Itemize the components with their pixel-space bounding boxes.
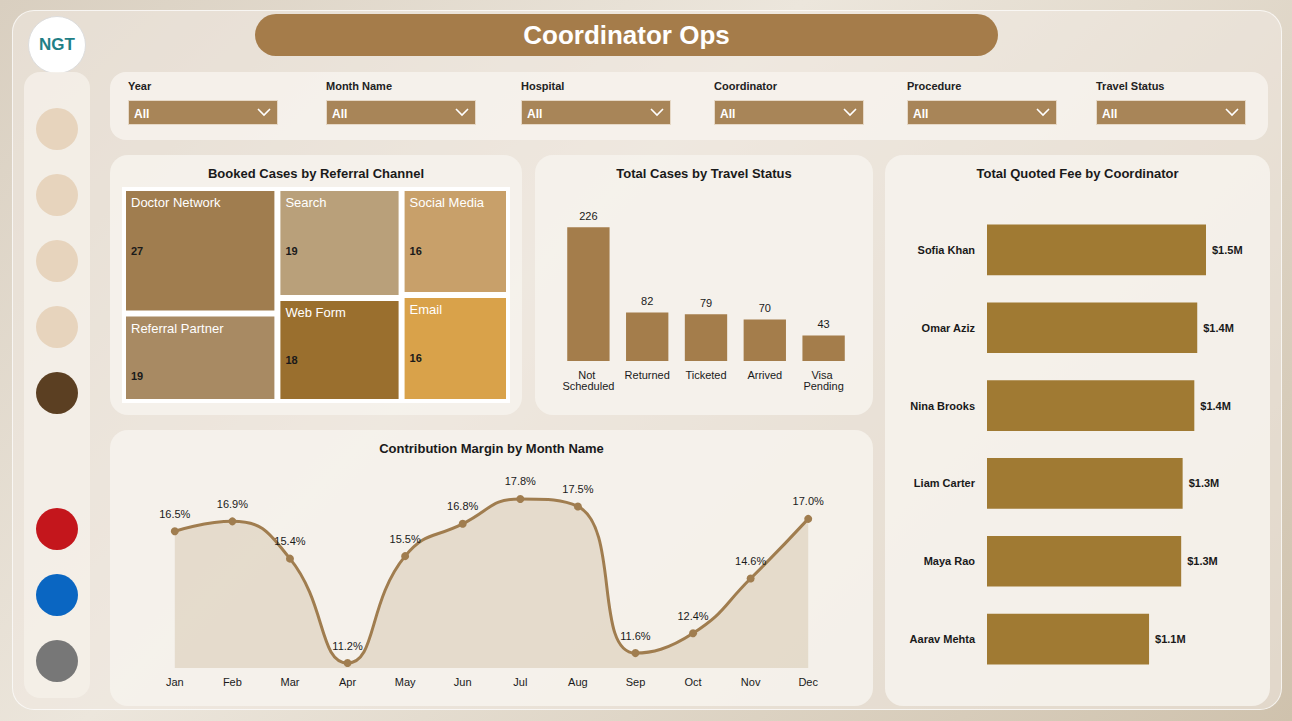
svg-text:27: 27 bbox=[131, 245, 143, 257]
html-text:Travel Status: Travel Status bbox=[1096, 80, 1165, 92]
svg-text:Pending: Pending bbox=[803, 380, 843, 392]
svg-text:Jan: Jan bbox=[166, 676, 184, 688]
svg-text:16.8%: 16.8% bbox=[447, 500, 478, 512]
svg-text:11.6%: 11.6% bbox=[620, 630, 651, 642]
svg-text:Dec: Dec bbox=[798, 676, 818, 688]
svg-text:15.5%: 15.5% bbox=[390, 533, 421, 545]
svg-text:79: 79 bbox=[700, 297, 712, 309]
html-text:Total Cases by Travel Status: Total Cases by Travel Status bbox=[616, 166, 792, 181]
svg-text:Doctor Network: Doctor Network bbox=[131, 195, 221, 210]
svg-text:17.5%: 17.5% bbox=[562, 483, 593, 495]
svg-text:18: 18 bbox=[285, 354, 297, 366]
svg-text:12.4%: 12.4% bbox=[677, 610, 708, 622]
svg-text:19: 19 bbox=[131, 370, 143, 382]
svg-text:11.2%: 11.2% bbox=[332, 640, 363, 652]
svg-text:Maya Rao: Maya Rao bbox=[924, 555, 976, 567]
html-text:All: All bbox=[720, 107, 736, 121]
svg-text:226: 226 bbox=[579, 210, 597, 222]
svg-text:Aug: Aug bbox=[568, 676, 588, 688]
svg-text:Arrived: Arrived bbox=[747, 369, 782, 381]
html-text:Coordinator Ops: Coordinator Ops bbox=[523, 19, 730, 50]
svg-text:Aarav Mehta: Aarav Mehta bbox=[910, 633, 976, 645]
html-text:All: All bbox=[1102, 107, 1118, 121]
svg-text:Oct: Oct bbox=[684, 676, 701, 688]
svg-text:$1.1M: $1.1M bbox=[1155, 633, 1186, 645]
svg-text:Returned: Returned bbox=[625, 369, 670, 381]
html-text:Booked Cases by Referral Chann: Booked Cases by Referral Channel bbox=[208, 166, 424, 181]
svg-text:$1.4M: $1.4M bbox=[1200, 400, 1231, 412]
svg-text:Ticketed: Ticketed bbox=[685, 369, 726, 381]
svg-text:Sofia Khan: Sofia Khan bbox=[918, 244, 976, 256]
html-text:Contribution Margin by Month N: Contribution Margin by Month Name bbox=[379, 441, 604, 456]
svg-text:Visa: Visa bbox=[811, 368, 836, 381]
svg-text:Referral Partner: Referral Partner bbox=[131, 321, 224, 336]
svg-text:17.8%: 17.8% bbox=[505, 475, 536, 487]
svg-text:Search: Search bbox=[285, 195, 326, 210]
html-text:All: All bbox=[913, 107, 929, 121]
svg-text:Nina Brooks: Nina Brooks bbox=[910, 400, 975, 412]
svg-text:16.9%: 16.9% bbox=[217, 498, 248, 510]
svg-text:43: 43 bbox=[817, 318, 829, 330]
html-text:Total Quoted Fee by Coordinato: Total Quoted Fee by Coordinator bbox=[976, 166, 1179, 181]
svg-text:16.5%: 16.5% bbox=[159, 508, 190, 520]
svg-text:82: 82 bbox=[641, 295, 653, 307]
svg-text:Web Form: Web Form bbox=[285, 305, 345, 320]
svg-text:Jul: Jul bbox=[513, 676, 527, 688]
svg-text:Feb: Feb bbox=[223, 676, 242, 688]
svg-text:15.4%: 15.4% bbox=[274, 535, 305, 547]
html-text:All: All bbox=[332, 107, 348, 121]
svg-text:$1.3M: $1.3M bbox=[1189, 477, 1220, 489]
svg-text:70: 70 bbox=[759, 302, 771, 314]
html-text:Procedure: Procedure bbox=[907, 80, 962, 92]
html-text:Hospital: Hospital bbox=[521, 80, 565, 92]
html-text:Coordinator: Coordinator bbox=[714, 80, 777, 92]
svg-text:Social Media: Social Media bbox=[410, 195, 485, 210]
svg-text:Nov: Nov bbox=[741, 676, 761, 688]
html-text:All: All bbox=[527, 107, 543, 121]
svg-text:$1.5M: $1.5M bbox=[1212, 244, 1243, 256]
svg-text:Omar Aziz: Omar Aziz bbox=[922, 322, 976, 334]
svg-text:16: 16 bbox=[410, 245, 422, 257]
html-text:Month Name: Month Name bbox=[326, 80, 392, 92]
html-text:Year: Year bbox=[128, 80, 152, 92]
html-text:All: All bbox=[134, 107, 150, 121]
svg-text:19: 19 bbox=[285, 245, 297, 257]
svg-text:Email: Email bbox=[410, 302, 443, 317]
svg-text:Scheduled: Scheduled bbox=[562, 380, 614, 392]
svg-text:17.0%: 17.0% bbox=[793, 495, 824, 507]
svg-text:Liam Carter: Liam Carter bbox=[914, 477, 976, 489]
svg-text:16: 16 bbox=[410, 352, 422, 364]
html-text:NGT: NGT bbox=[39, 35, 75, 54]
svg-text:Apr: Apr bbox=[339, 676, 356, 688]
svg-text:Sep: Sep bbox=[626, 676, 646, 688]
svg-text:Jun: Jun bbox=[454, 676, 472, 688]
svg-text:Mar: Mar bbox=[280, 676, 299, 688]
svg-text:Not: Not bbox=[578, 368, 599, 381]
svg-text:14.6%: 14.6% bbox=[735, 555, 766, 567]
svg-text:$1.3M: $1.3M bbox=[1187, 555, 1218, 567]
svg-text:$1.4M: $1.4M bbox=[1203, 322, 1234, 334]
svg-text:May: May bbox=[395, 676, 416, 688]
